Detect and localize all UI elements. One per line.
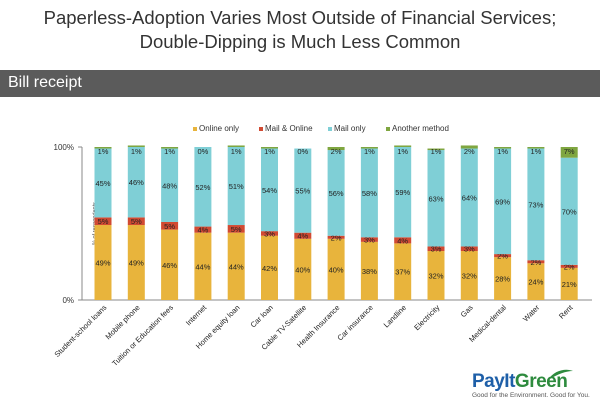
data-label-4-2: 51%	[229, 182, 244, 191]
x-tick-label-14: Rent	[557, 302, 575, 320]
data-label-0-1: 5%	[98, 217, 109, 226]
data-label-1-1: 5%	[131, 217, 142, 226]
data-label-9-2: 59%	[395, 188, 410, 197]
data-label-4-0: 44%	[229, 262, 244, 271]
x-tick-label-5: Car loan	[248, 303, 274, 329]
data-label-1-3: 1%	[131, 147, 142, 156]
data-label-11-2: 64%	[462, 193, 477, 202]
data-label-7-3: 2%	[331, 147, 342, 156]
data-label-8-2: 58%	[362, 189, 377, 198]
leaf-swoosh-icon	[546, 368, 574, 382]
x-tick-label-13: Water	[521, 303, 542, 324]
data-label-1-0: 49%	[129, 259, 144, 268]
x-tick-label-2: Tuition or Education fees	[110, 303, 175, 368]
legend-label-0: Online only	[199, 124, 239, 133]
data-label-4-1: 5%	[231, 225, 242, 234]
data-label-13-0: 24%	[528, 278, 543, 287]
legend-swatch-1	[259, 127, 263, 131]
data-label-0-3: 1%	[98, 147, 109, 156]
legend-label-2: Mail only	[334, 124, 366, 133]
data-label-3-3: 0%	[197, 147, 208, 156]
legend-swatch-3	[386, 127, 390, 131]
data-label-5-3: 1%	[264, 147, 275, 156]
data-label-11-3: 2%	[464, 147, 475, 156]
data-label-14-0: 21%	[562, 280, 577, 289]
data-label-13-2: 73%	[528, 200, 543, 209]
x-tick-label-0: Student-school loans	[53, 303, 109, 359]
data-label-9-3: 1%	[397, 147, 408, 156]
data-label-0-0: 49%	[95, 259, 110, 268]
x-tick-label-9: Landline	[382, 303, 408, 329]
data-label-5-2: 54%	[262, 186, 277, 195]
data-label-10-3: 1%	[431, 147, 442, 156]
data-label-6-1: 4%	[297, 232, 308, 241]
data-label-8-3: 1%	[364, 147, 375, 156]
data-label-6-0: 40%	[295, 265, 310, 274]
x-tick-label-3: Internet	[184, 302, 209, 327]
data-label-1-2: 46%	[129, 178, 144, 187]
data-label-8-0: 38%	[362, 267, 377, 276]
data-label-6-3: 0%	[297, 147, 308, 156]
data-label-9-0: 37%	[395, 268, 410, 277]
data-label-14-2: 70%	[562, 207, 577, 216]
data-label-0-2: 45%	[95, 179, 110, 188]
data-label-14-3: 7%	[564, 147, 575, 156]
data-label-12-3: 1%	[497, 147, 508, 156]
data-label-3-0: 44%	[195, 262, 210, 271]
data-label-9-1: 4%	[397, 236, 408, 245]
legend-label-1: Mail & Online	[265, 124, 313, 133]
data-label-12-2: 69%	[495, 197, 510, 206]
y-tick-label-0: 0%	[62, 296, 74, 305]
data-label-11-0: 32%	[462, 272, 477, 281]
data-label-7-0: 40%	[329, 265, 344, 274]
data-label-3-2: 52%	[195, 183, 210, 192]
data-label-10-0: 32%	[428, 272, 443, 281]
data-label-2-3: 1%	[164, 147, 175, 156]
x-tick-label-10: Electricity	[412, 303, 441, 332]
data-label-2-1: 5%	[164, 222, 175, 231]
data-label-12-0: 28%	[495, 275, 510, 284]
data-label-5-0: 42%	[262, 264, 277, 273]
data-label-6-2: 55%	[295, 187, 310, 196]
payitgreen-logo: PayItGreen Good for the Environment. Goo…	[472, 372, 582, 399]
x-tick-label-8: Car insurance	[335, 303, 374, 342]
logo-pay: PayIt	[472, 371, 515, 392]
logo-tagline: Good for the Environment. Good for You.	[472, 392, 582, 399]
legend-swatch-0	[193, 127, 197, 131]
data-label-7-2: 56%	[329, 189, 344, 198]
y-tick-label-100: 100%	[54, 143, 74, 152]
data-label-3-1: 4%	[197, 226, 208, 235]
data-label-2-0: 46%	[162, 261, 177, 270]
legend-label-3: Another method	[392, 124, 449, 133]
data-label-10-2: 63%	[428, 194, 443, 203]
data-label-2-2: 48%	[162, 181, 177, 190]
legend-swatch-2	[328, 127, 332, 131]
data-label-13-3: 1%	[530, 147, 541, 156]
x-tick-label-11: Gas	[459, 303, 475, 319]
data-label-4-3: 1%	[231, 147, 242, 156]
stacked-bar-chart: 100%0%% of respondentsOnline onlyMail & …	[0, 0, 600, 410]
